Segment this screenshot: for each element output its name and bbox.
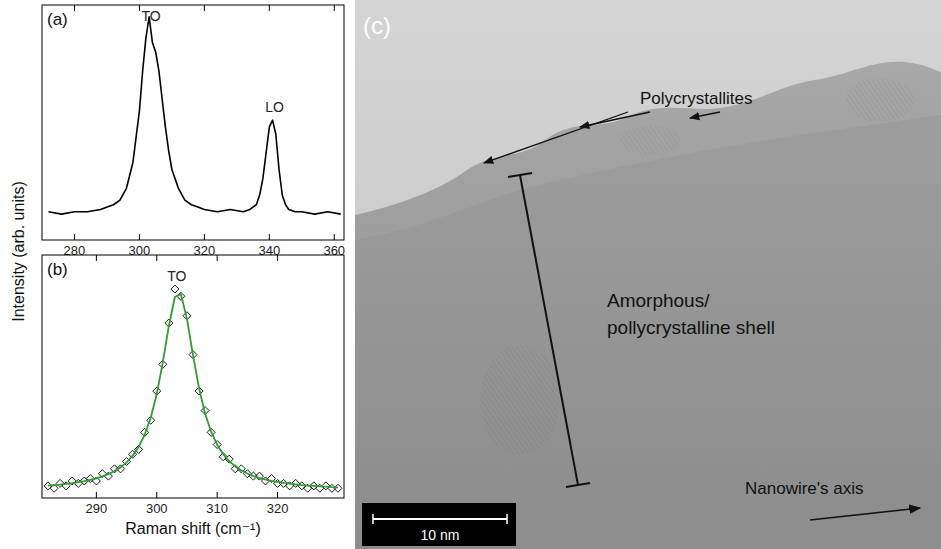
- nanowire-shell: [355, 62, 941, 549]
- micrograph-bg: [355, 0, 941, 549]
- scatter-point: [334, 484, 342, 492]
- x-tick-top: [277, 255, 278, 261]
- plot-data: [48, 17, 340, 214]
- panel-label: (c): [363, 12, 391, 39]
- scale-bar-bg: [362, 503, 516, 546]
- scatter-point: [171, 285, 179, 293]
- plot-data: [44, 285, 342, 492]
- lattice-fringes: [845, 78, 915, 122]
- series-line: [48, 17, 340, 214]
- x-tick: [96, 492, 97, 498]
- pointer-arrow: [690, 112, 720, 118]
- shell-label: pollycrystalline shell: [607, 317, 775, 338]
- x-tick-label: 320: [194, 243, 216, 258]
- scatter-point: [328, 484, 336, 492]
- axis-label: Nanowire's axis: [745, 479, 864, 498]
- series-line: [48, 294, 338, 487]
- scale-bar-label: 10 nm: [421, 527, 460, 543]
- x-tick-label: 300: [129, 243, 151, 258]
- x-tick-label: 300: [146, 501, 168, 516]
- x-tick: [217, 492, 218, 498]
- shell-bracket-cap: [508, 173, 532, 177]
- scale-bar-cap: [506, 514, 508, 524]
- x-tick-top: [156, 255, 157, 261]
- lattice-fringes: [480, 345, 560, 455]
- panel-label: (b): [47, 260, 68, 279]
- pointer-arrow: [580, 112, 650, 127]
- x-tick-top: [74, 5, 75, 11]
- x-tick-top: [139, 5, 140, 11]
- scale-bar: [373, 518, 507, 520]
- y-axis-title: Intensity (arb. units): [10, 181, 27, 322]
- x-tick: [156, 492, 157, 498]
- x-tick-label: 360: [323, 243, 345, 258]
- x-tick: [204, 234, 205, 240]
- x-tick: [277, 492, 278, 498]
- pointer-arrow: [484, 112, 628, 163]
- x-tick-label: 290: [86, 501, 108, 516]
- x-tick-top: [217, 255, 218, 261]
- shell-bracket-cap: [566, 483, 590, 487]
- x-tick-top: [269, 5, 270, 11]
- annotation: TO: [142, 8, 161, 24]
- x-tick-top: [96, 255, 97, 261]
- figure: 280 300 320 340 360 TO LO (a) 290 300 310 320 TO (b) R…: [0, 0, 941, 549]
- arrow-label: Polycrystallites: [640, 89, 752, 108]
- x-tick-label: 280: [64, 243, 86, 258]
- axis-arrow: [810, 508, 920, 520]
- x-tick-top: [204, 5, 205, 11]
- x-tick-label: 310: [206, 501, 228, 516]
- x-tick: [74, 234, 75, 240]
- plot-frame: [42, 255, 344, 498]
- shell-label: Amorphous/: [607, 290, 710, 311]
- annotation: LO: [265, 99, 284, 115]
- plot-frame: [42, 5, 344, 240]
- x-tick: [269, 234, 270, 240]
- x-tick-label: 320: [267, 501, 289, 516]
- x-axis-title: Raman shift (cm⁻¹): [125, 520, 261, 537]
- x-tick: [139, 234, 140, 240]
- nanowire-core: [355, 115, 941, 549]
- panel-label: (a): [47, 10, 68, 29]
- lattice-fringes: [620, 125, 680, 155]
- x-tick-top: [334, 5, 335, 11]
- shell-bracket: [520, 175, 578, 485]
- x-tick-label: 340: [258, 243, 280, 258]
- x-tick: [334, 234, 335, 240]
- scale-bar-cap: [372, 514, 374, 524]
- micrograph: [355, 0, 941, 549]
- annotation: TO: [167, 268, 186, 284]
